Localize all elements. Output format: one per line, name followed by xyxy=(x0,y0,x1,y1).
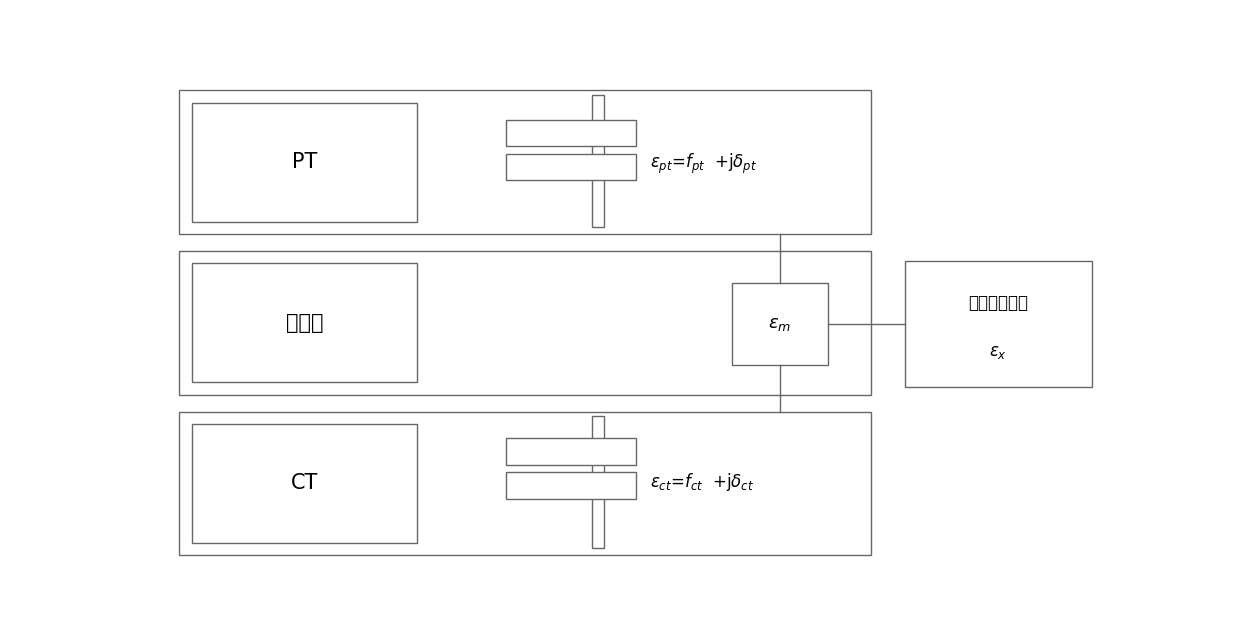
Text: CT: CT xyxy=(290,473,319,494)
Bar xyxy=(506,154,635,181)
Bar xyxy=(179,411,870,555)
Bar xyxy=(506,439,635,465)
Bar xyxy=(905,261,1092,387)
Text: $\varepsilon_{m}$: $\varepsilon_{m}$ xyxy=(768,315,791,333)
Bar xyxy=(732,283,828,365)
Bar xyxy=(179,251,870,394)
Bar xyxy=(191,424,418,543)
Bar xyxy=(191,263,418,382)
Bar xyxy=(506,473,635,499)
Bar xyxy=(593,95,604,227)
Bar xyxy=(506,119,635,147)
Text: $\varepsilon_{ct}$=$f_{ct}$  +j$\delta_{ct}$: $\varepsilon_{ct}$=$f_{ct}$ +j$\delta_{c… xyxy=(650,471,754,493)
Text: PT: PT xyxy=(291,152,317,172)
Bar xyxy=(179,90,870,234)
Text: 电能表: 电能表 xyxy=(285,313,324,333)
Text: $\varepsilon_{x}$: $\varepsilon_{x}$ xyxy=(990,343,1007,361)
Bar xyxy=(593,416,604,548)
Bar xyxy=(191,102,418,222)
Text: $\varepsilon_{pt}$=$f_{pt}$  +j$\delta_{pt}$: $\varepsilon_{pt}$=$f_{pt}$ +j$\delta_{p… xyxy=(650,151,758,176)
Text: 外界干扰误差: 外界干扰误差 xyxy=(968,293,1028,312)
